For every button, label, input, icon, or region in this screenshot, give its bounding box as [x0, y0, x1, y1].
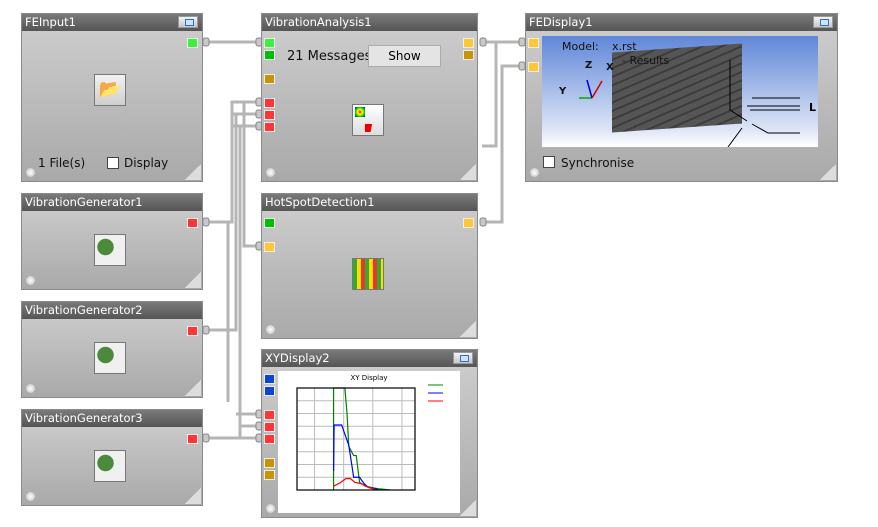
- status-led: [26, 384, 35, 393]
- series-line-3: [333, 477, 376, 490]
- fe-input-panel[interactable]: FEInput1 📂 1 File(s) Display: [21, 13, 203, 182]
- vibration-analysis-panel[interactable]: VibrationAnalysis1 21 Messages Show: [261, 13, 478, 182]
- maximize-button[interactable]: [453, 352, 473, 364]
- resize-handle[interactable]: [820, 164, 836, 180]
- input-port[interactable]: [264, 122, 275, 132]
- status-led: [266, 168, 275, 177]
- input-port[interactable]: [264, 50, 275, 60]
- hotspot-grid-icon[interactable]: [352, 258, 384, 290]
- psd-analysis-icon[interactable]: [352, 104, 384, 136]
- xy-chart[interactable]: XY Display: [278, 371, 460, 513]
- chart-title: XY Display: [350, 374, 387, 382]
- input-port[interactable]: [264, 458, 275, 468]
- display-label: Display: [124, 156, 169, 170]
- panel-title: XYDisplay2: [262, 350, 477, 367]
- resize-handle[interactable]: [185, 164, 201, 180]
- axis-x-label: X: [606, 62, 614, 73]
- output-port[interactable]: [463, 38, 474, 48]
- input-port[interactable]: [264, 422, 275, 432]
- panel-title: VibrationAnalysis1: [262, 14, 477, 31]
- panel-title: FEInput1: [22, 14, 202, 31]
- status-led: [26, 492, 35, 501]
- axis-y-label: Y: [559, 86, 567, 97]
- message-count: 21 Messages: [287, 49, 372, 64]
- svg-text:L: L: [809, 101, 816, 114]
- input-port[interactable]: [264, 374, 275, 384]
- input-port[interactable]: [528, 38, 539, 48]
- input-port[interactable]: [264, 218, 275, 228]
- input-port[interactable]: [264, 74, 275, 84]
- results-label: - Results: [622, 54, 670, 67]
- plot-frame: [296, 387, 416, 491]
- status-led: [266, 325, 275, 334]
- maximize-button[interactable]: [813, 16, 833, 28]
- output-port[interactable]: [463, 50, 474, 60]
- input-port[interactable]: [264, 38, 275, 48]
- status-led: [26, 168, 35, 177]
- vibration-generator-icon[interactable]: [94, 450, 126, 482]
- synchronise-checkbox[interactable]: [543, 156, 555, 168]
- maximize-button[interactable]: [178, 16, 198, 28]
- output-port[interactable]: [187, 218, 198, 228]
- input-port[interactable]: [264, 410, 275, 420]
- input-port[interactable]: [264, 98, 275, 108]
- resize-handle[interactable]: [185, 488, 201, 504]
- resize-handle[interactable]: [185, 272, 201, 288]
- axis-z-label: Z: [585, 60, 593, 71]
- status-led: [266, 504, 275, 513]
- output-port[interactable]: [187, 38, 198, 48]
- input-port[interactable]: [528, 62, 539, 72]
- panel-title: HotSpotDetection1: [262, 194, 477, 211]
- output-port[interactable]: [187, 326, 198, 336]
- hotspot-detection-panel[interactable]: HotSpotDetection1: [261, 193, 478, 339]
- file-count: 1 File(s): [38, 156, 86, 170]
- vibration-generator-3-panel[interactable]: VibrationGenerator3: [21, 409, 203, 506]
- model-file: x.rst: [612, 40, 637, 53]
- vibration-generator-2-panel[interactable]: VibrationGenerator2: [21, 301, 203, 398]
- fe-display-panel[interactable]: FEDisplay1 L Model: x.rst - Results Z X …: [525, 13, 838, 182]
- input-port[interactable]: [264, 386, 275, 396]
- input-port[interactable]: [264, 470, 275, 480]
- series-line-2: [332, 424, 379, 490]
- input-port[interactable]: [264, 434, 275, 444]
- resize-handle[interactable]: [185, 380, 201, 396]
- output-port[interactable]: [463, 218, 474, 228]
- vibration-generator-icon[interactable]: [94, 342, 126, 374]
- panel-title: VibrationGenerator1: [22, 194, 202, 211]
- model-label: Model:: [562, 40, 599, 53]
- panel-title: FEDisplay1: [526, 14, 837, 31]
- leader-lines: L: [579, 60, 816, 147]
- xy-display-panel[interactable]: XYDisplay2 XY Display: [261, 349, 478, 518]
- output-port[interactable]: [187, 434, 198, 444]
- vibration-generator-icon[interactable]: [94, 234, 126, 266]
- resize-handle[interactable]: [460, 500, 476, 516]
- panel-title: VibrationGenerator3: [22, 410, 202, 427]
- resize-handle[interactable]: [460, 321, 476, 337]
- input-port[interactable]: [264, 110, 275, 120]
- input-port[interactable]: [264, 242, 275, 252]
- file-open-icon[interactable]: 📂: [94, 74, 126, 106]
- model-viewport[interactable]: L Model: x.rst - Results Z X Y: [542, 36, 818, 147]
- resize-handle[interactable]: [460, 164, 476, 180]
- status-led: [530, 168, 539, 177]
- synchronise-label: Synchronise: [561, 156, 635, 170]
- display-checkbox[interactable]: [107, 157, 119, 169]
- panel-title: VibrationGenerator2: [22, 302, 202, 319]
- status-led: [26, 276, 35, 285]
- show-messages-button[interactable]: Show: [368, 45, 441, 67]
- vibration-generator-1-panel[interactable]: VibrationGenerator1: [21, 193, 203, 290]
